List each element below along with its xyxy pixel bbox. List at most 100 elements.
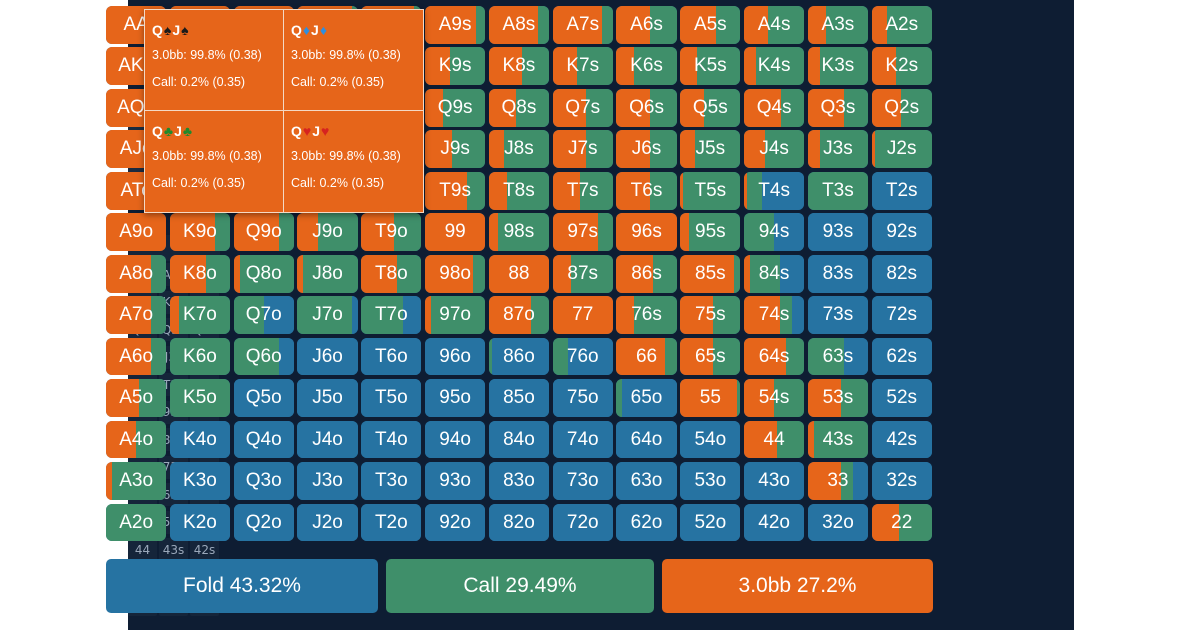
hand-cell[interactable]: J4o xyxy=(297,420,358,459)
hand-cell[interactable]: 72o xyxy=(552,503,613,542)
hand-cell[interactable]: 62o xyxy=(616,503,677,542)
hand-cell[interactable]: K5s xyxy=(680,47,741,86)
hand-cell[interactable]: A4o xyxy=(106,420,167,459)
hand-cell[interactable]: K6o xyxy=(169,337,231,376)
hand-cell[interactable]: A5o xyxy=(106,379,167,417)
hand-cell[interactable]: 95s xyxy=(680,213,741,252)
hand-cell[interactable]: J4s xyxy=(743,130,805,169)
hand-cell[interactable]: J5s xyxy=(680,130,741,169)
hand-cell[interactable]: Q6o xyxy=(233,337,294,376)
hand-cell[interactable]: 76o xyxy=(552,337,613,376)
hand-cell[interactable]: A6o xyxy=(106,337,167,376)
hand-cell[interactable]: Q8o xyxy=(233,254,294,293)
hand-cell[interactable]: 54s xyxy=(743,379,805,417)
hand-cell[interactable]: Q2s xyxy=(871,88,932,127)
hand-cell[interactable]: Q3o xyxy=(233,462,294,500)
hand-cell[interactable]: 85s xyxy=(680,254,741,293)
hand-cell[interactable]: K5o xyxy=(169,379,231,417)
hand-cell[interactable]: K9s xyxy=(424,47,486,86)
hand-cell[interactable]: 85o xyxy=(488,379,550,417)
hand-cell[interactable]: J5o xyxy=(297,379,358,417)
hand-cell[interactable]: A7s xyxy=(552,6,613,44)
hand-cell[interactable]: J6s xyxy=(616,130,677,169)
hand-cell[interactable]: T2s xyxy=(871,171,932,210)
mini-hand-cell[interactable]: 43s xyxy=(159,538,188,562)
hand-cell[interactable]: T9o xyxy=(361,213,422,252)
hand-cell[interactable]: 42s xyxy=(871,420,932,459)
hand-cell[interactable]: A9s xyxy=(424,6,486,44)
hand-cell[interactable]: 66 xyxy=(616,337,677,376)
hand-cell[interactable]: 98s xyxy=(488,213,550,252)
hand-cell[interactable]: 22 xyxy=(871,503,932,542)
hand-cell[interactable]: A7o xyxy=(106,296,167,334)
hand-cell[interactable]: 86o xyxy=(488,337,550,376)
hand-cell[interactable]: Q4s xyxy=(743,88,805,127)
hand-cell[interactable]: Q9o xyxy=(233,213,294,252)
hand-cell[interactable]: J8o xyxy=(297,254,358,293)
hand-cell[interactable]: 73o xyxy=(552,462,613,500)
hand-cell[interactable]: 82s xyxy=(871,254,932,293)
hand-cell[interactable]: A2s xyxy=(871,6,932,44)
hand-cell[interactable]: J9s xyxy=(424,130,486,169)
hand-cell[interactable]: Q6s xyxy=(616,88,677,127)
hand-cell[interactable]: A3s xyxy=(807,6,869,44)
hand-cell[interactable]: K2s xyxy=(871,47,932,86)
hand-cell[interactable]: 92s xyxy=(871,213,932,252)
hand-cell[interactable]: 72s xyxy=(871,296,932,334)
hand-cell[interactable]: 73s xyxy=(807,296,869,334)
hand-cell[interactable]: Q2o xyxy=(233,503,294,542)
hand-cell[interactable]: 97o xyxy=(424,296,486,334)
hand-cell[interactable]: 75o xyxy=(552,379,613,417)
hand-cell[interactable]: 93o xyxy=(424,462,486,500)
hand-cell[interactable]: Q7o xyxy=(233,296,294,334)
hand-cell[interactable]: A4s xyxy=(743,6,805,44)
hand-cell[interactable]: T3o xyxy=(361,462,422,500)
hand-cell[interactable]: 52o xyxy=(680,503,741,542)
hand-cell[interactable]: 55 xyxy=(680,379,741,417)
mini-hand-cell[interactable]: 42s xyxy=(190,538,219,562)
hand-cell[interactable]: 75s xyxy=(680,296,741,334)
hand-cell[interactable]: J3s xyxy=(807,130,869,169)
hand-cell[interactable]: 93s xyxy=(807,213,869,252)
hand-cell[interactable]: 76s xyxy=(616,296,677,334)
hand-cell[interactable]: 95o xyxy=(424,379,486,417)
hand-cell[interactable]: 77 xyxy=(552,296,613,334)
raise-summary-button[interactable]: 3.0bb 27.2% xyxy=(662,559,933,613)
hand-cell[interactable]: Q4o xyxy=(233,420,294,459)
hand-cell[interactable]: 33 xyxy=(807,462,869,500)
hand-cell[interactable]: 98o xyxy=(424,254,486,293)
hand-cell[interactable]: 84o xyxy=(488,420,550,459)
hand-cell[interactable]: 64s xyxy=(743,337,805,376)
hand-cell[interactable]: 62s xyxy=(871,337,932,376)
hand-cell[interactable]: A5s xyxy=(680,6,741,44)
hand-cell[interactable]: 43o xyxy=(743,462,805,500)
hand-cell[interactable]: 87s xyxy=(552,254,613,293)
hand-cell[interactable]: 96s xyxy=(616,213,677,252)
hand-cell[interactable]: K6s xyxy=(616,47,677,86)
hand-cell[interactable]: Q8s xyxy=(488,88,550,127)
hand-cell[interactable]: T5s xyxy=(680,171,741,210)
hand-cell[interactable]: 52s xyxy=(871,379,932,417)
hand-cell[interactable]: T8o xyxy=(361,254,422,293)
hand-cell[interactable]: 65o xyxy=(616,379,677,417)
hand-cell[interactable]: J2o xyxy=(297,503,358,542)
hand-cell[interactable]: T4s xyxy=(743,171,805,210)
hand-cell[interactable]: K7o xyxy=(169,296,231,334)
hand-cell[interactable]: 74o xyxy=(552,420,613,459)
hand-cell[interactable]: 83s xyxy=(807,254,869,293)
hand-cell[interactable]: K9o xyxy=(169,213,231,252)
hand-cell[interactable]: T9s xyxy=(424,171,486,210)
hand-cell[interactable]: T7o xyxy=(361,296,422,334)
hand-cell[interactable]: Q5o xyxy=(233,379,294,417)
hand-cell[interactable]: Q9s xyxy=(424,88,486,127)
hand-cell[interactable]: T7s xyxy=(552,171,613,210)
hand-cell[interactable]: 64o xyxy=(616,420,677,459)
hand-cell[interactable]: A2o xyxy=(106,503,167,542)
hand-cell[interactable]: 65s xyxy=(680,337,741,376)
hand-cell[interactable]: J7s xyxy=(552,130,613,169)
hand-cell[interactable]: J7o xyxy=(297,296,358,334)
hand-cell[interactable]: A9o xyxy=(106,213,167,252)
hand-cell[interactable]: K8s xyxy=(488,47,550,86)
hand-cell[interactable]: A3o xyxy=(106,462,167,500)
hand-cell[interactable]: T5o xyxy=(361,379,422,417)
